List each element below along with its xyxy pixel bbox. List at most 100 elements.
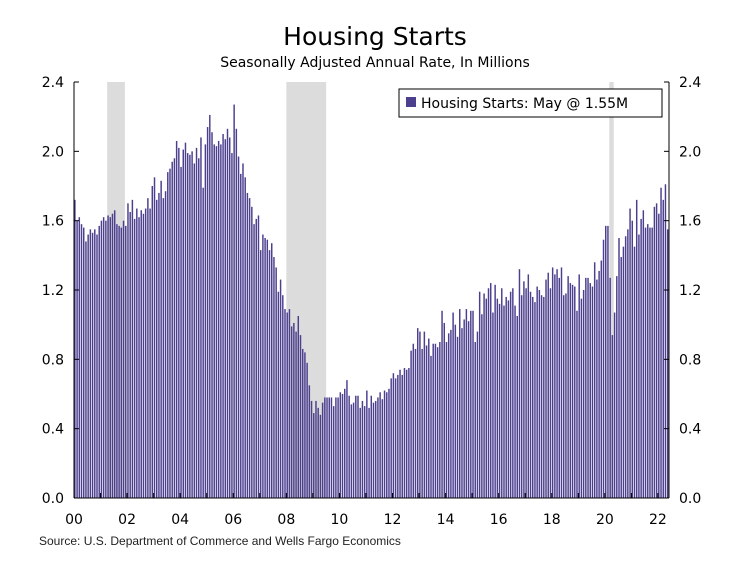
bar: [220, 144, 222, 498]
bar: [125, 225, 127, 498]
y-tick-label-left: 0.4: [42, 422, 64, 438]
bar: [264, 238, 266, 498]
bar: [660, 187, 662, 498]
bar: [609, 277, 611, 498]
bar: [89, 229, 92, 499]
bar: [113, 210, 116, 498]
legend-box: [398, 88, 663, 118]
bar: [525, 288, 527, 498]
y-tick-label-left: 1.2: [42, 283, 64, 299]
bar: [206, 127, 209, 499]
y-tick-label-left: 0.8: [42, 352, 64, 368]
bar: [640, 218, 642, 498]
bar: [600, 260, 603, 498]
y-tick-label-right: 2.4: [679, 75, 701, 91]
bar: [120, 227, 123, 498]
chart-title: Housing Starts: [283, 22, 467, 51]
bar: [390, 378, 392, 498]
bar: [605, 225, 607, 498]
bar: [275, 267, 277, 498]
bar: [547, 272, 549, 498]
bar: [551, 267, 554, 498]
bar: [450, 329, 452, 498]
bar: [339, 392, 342, 498]
bar: [405, 369, 408, 498]
bar: [346, 380, 348, 498]
bar: [184, 142, 187, 498]
bar: [589, 283, 591, 498]
bar: [164, 191, 167, 498]
bar: [388, 388, 390, 498]
bar: [664, 184, 667, 498]
bar: [306, 362, 308, 498]
bar: [319, 414, 322, 498]
recession-band: [609, 82, 614, 498]
bar: [666, 229, 669, 499]
bar: [116, 224, 118, 498]
bar: [279, 279, 282, 498]
bar: [633, 246, 636, 498]
bar: [445, 342, 448, 498]
bar: [516, 316, 518, 498]
bar: [332, 406, 335, 498]
bar: [602, 239, 605, 498]
x-tick-label: 06: [224, 512, 242, 528]
bar: [441, 310, 443, 498]
bar: [87, 234, 89, 499]
bar: [456, 336, 459, 498]
bar: [284, 309, 286, 498]
bar: [244, 177, 246, 499]
bar: [200, 137, 202, 498]
bar: [567, 276, 569, 498]
bar: [620, 257, 622, 498]
bar: [282, 295, 284, 498]
bar: [386, 392, 388, 498]
y-tick-label-right: 1.6: [679, 214, 701, 230]
bar-series: [74, 104, 669, 499]
bar: [565, 293, 567, 498]
bar: [348, 395, 350, 498]
bar: [443, 322, 445, 498]
bar: [138, 217, 140, 498]
bar: [635, 199, 638, 498]
bar: [616, 276, 618, 498]
bar: [658, 213, 660, 498]
bar: [647, 224, 649, 498]
bar: [273, 257, 275, 498]
bar: [215, 146, 218, 498]
bar: [253, 224, 255, 498]
x-tick-label: 04: [171, 512, 189, 528]
bar: [662, 199, 664, 498]
legend-swatch: [406, 97, 416, 107]
bar: [655, 203, 658, 499]
bar: [248, 198, 251, 498]
bar: [423, 331, 426, 498]
bar: [498, 303, 501, 498]
bar: [173, 158, 176, 498]
bar: [80, 224, 83, 498]
bar: [428, 338, 430, 498]
bar: [317, 407, 319, 498]
axes: 0.0 0.0 0.4 0.4 0.8 0.8 1.2 1.2 1.6 1.6 2.0 2.0 2.4 2…: [42, 75, 702, 528]
bar: [111, 213, 114, 498]
bar: [352, 402, 355, 498]
bar: [226, 128, 229, 499]
bar: [611, 335, 614, 498]
bar: [178, 147, 180, 498]
bar: [585, 277, 587, 498]
bar: [481, 314, 483, 498]
bar: [308, 385, 311, 498]
bar: [421, 348, 423, 498]
bar: [368, 407, 370, 498]
bar: [293, 322, 295, 498]
bar: [268, 250, 271, 498]
bar: [574, 286, 576, 498]
bar: [463, 319, 465, 498]
bar: [483, 293, 485, 498]
bar: [180, 166, 182, 498]
bar: [529, 291, 532, 498]
bar: [186, 153, 189, 499]
bar: [582, 290, 585, 498]
bar: [171, 161, 173, 498]
bar: [149, 208, 151, 499]
